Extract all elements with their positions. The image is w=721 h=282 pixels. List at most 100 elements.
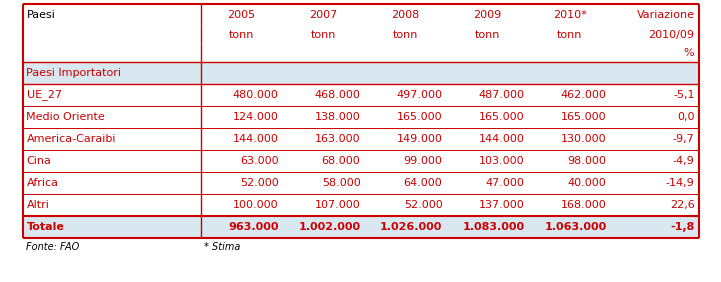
Text: * Stima: * Stima <box>205 242 241 252</box>
Text: 2007: 2007 <box>309 10 337 20</box>
Bar <box>446 150 528 172</box>
Bar <box>528 172 611 194</box>
Bar <box>22 238 699 256</box>
Text: Fonte: FAO: Fonte: FAO <box>27 242 80 252</box>
Bar <box>22 194 200 216</box>
Bar <box>611 194 699 216</box>
Bar <box>446 106 528 128</box>
Bar <box>365 44 446 62</box>
Text: -1,8: -1,8 <box>670 222 694 232</box>
Text: 2010/09: 2010/09 <box>648 30 694 40</box>
Bar <box>22 172 200 194</box>
Text: -9,7: -9,7 <box>673 134 694 144</box>
Bar <box>365 128 446 150</box>
Bar <box>200 106 283 128</box>
Text: 63.000: 63.000 <box>240 156 278 166</box>
Text: -14,9: -14,9 <box>665 178 694 188</box>
Text: 468.000: 468.000 <box>314 90 360 100</box>
Bar <box>365 172 446 194</box>
Bar <box>446 26 528 44</box>
Text: 497.000: 497.000 <box>397 90 443 100</box>
Text: Totale: Totale <box>27 222 64 232</box>
Text: 163.000: 163.000 <box>315 134 360 144</box>
Bar <box>200 172 283 194</box>
Bar <box>528 44 611 62</box>
Bar <box>528 194 611 216</box>
Text: 52.000: 52.000 <box>240 178 278 188</box>
Bar <box>22 150 200 172</box>
Text: 40.000: 40.000 <box>567 178 606 188</box>
Bar <box>528 150 611 172</box>
Bar <box>200 4 283 26</box>
Text: 149.000: 149.000 <box>397 134 443 144</box>
Bar <box>365 4 446 26</box>
Text: 165.000: 165.000 <box>479 112 524 122</box>
Bar <box>611 26 699 44</box>
Bar <box>446 84 528 106</box>
Text: 58.000: 58.000 <box>322 178 360 188</box>
Text: Paesi Importatori: Paesi Importatori <box>27 68 122 78</box>
Text: 22,6: 22,6 <box>670 200 694 210</box>
Bar <box>365 106 446 128</box>
Text: 168.000: 168.000 <box>561 200 606 210</box>
Text: 98.000: 98.000 <box>567 156 606 166</box>
Text: tonn: tonn <box>311 30 336 40</box>
Bar <box>365 150 446 172</box>
Bar <box>611 44 699 62</box>
Text: 1.002.000: 1.002.000 <box>298 222 360 232</box>
Text: Africa: Africa <box>27 178 58 188</box>
Text: 138.000: 138.000 <box>315 112 360 122</box>
Text: tonn: tonn <box>557 30 582 40</box>
Bar <box>528 84 611 106</box>
Bar <box>22 128 200 150</box>
Bar <box>22 84 200 106</box>
Text: -5,1: -5,1 <box>673 90 694 100</box>
Bar <box>611 128 699 150</box>
Text: Variazione: Variazione <box>637 10 694 20</box>
Text: Medio Oriente: Medio Oriente <box>27 112 105 122</box>
Bar <box>528 4 611 26</box>
Bar <box>22 216 699 238</box>
Text: 103.000: 103.000 <box>479 156 524 166</box>
Bar <box>200 150 283 172</box>
Text: tonn: tonn <box>229 30 255 40</box>
Text: 1.063.000: 1.063.000 <box>544 222 606 232</box>
Bar <box>283 84 365 106</box>
Bar <box>22 4 200 26</box>
Text: 99.000: 99.000 <box>404 156 443 166</box>
Text: Paesi: Paesi <box>27 10 56 20</box>
Text: UE_27: UE_27 <box>27 90 61 100</box>
Bar <box>365 84 446 106</box>
Text: 1.026.000: 1.026.000 <box>380 222 443 232</box>
Text: America-Caraibi: America-Caraibi <box>27 134 116 144</box>
Text: 487.000: 487.000 <box>479 90 524 100</box>
Bar <box>22 62 699 84</box>
Bar <box>611 106 699 128</box>
Bar <box>200 194 283 216</box>
Text: 68.000: 68.000 <box>322 156 360 166</box>
Text: tonn: tonn <box>475 30 500 40</box>
Text: 462.000: 462.000 <box>561 90 606 100</box>
Bar <box>283 106 365 128</box>
Bar <box>611 150 699 172</box>
Bar <box>200 44 283 62</box>
Text: 165.000: 165.000 <box>397 112 443 122</box>
Bar <box>283 172 365 194</box>
Bar <box>528 128 611 150</box>
Bar <box>446 128 528 150</box>
Bar <box>611 172 699 194</box>
Bar <box>446 44 528 62</box>
Bar <box>528 106 611 128</box>
Text: 2005: 2005 <box>227 10 255 20</box>
Bar <box>611 84 699 106</box>
Bar <box>365 194 446 216</box>
Bar <box>611 4 699 26</box>
Text: Altri: Altri <box>27 200 49 210</box>
Text: 137.000: 137.000 <box>479 200 524 210</box>
Text: 64.000: 64.000 <box>404 178 443 188</box>
Text: -4,9: -4,9 <box>673 156 694 166</box>
Text: 2010*: 2010* <box>552 10 586 20</box>
Bar <box>446 194 528 216</box>
Bar <box>528 26 611 44</box>
Bar <box>365 26 446 44</box>
